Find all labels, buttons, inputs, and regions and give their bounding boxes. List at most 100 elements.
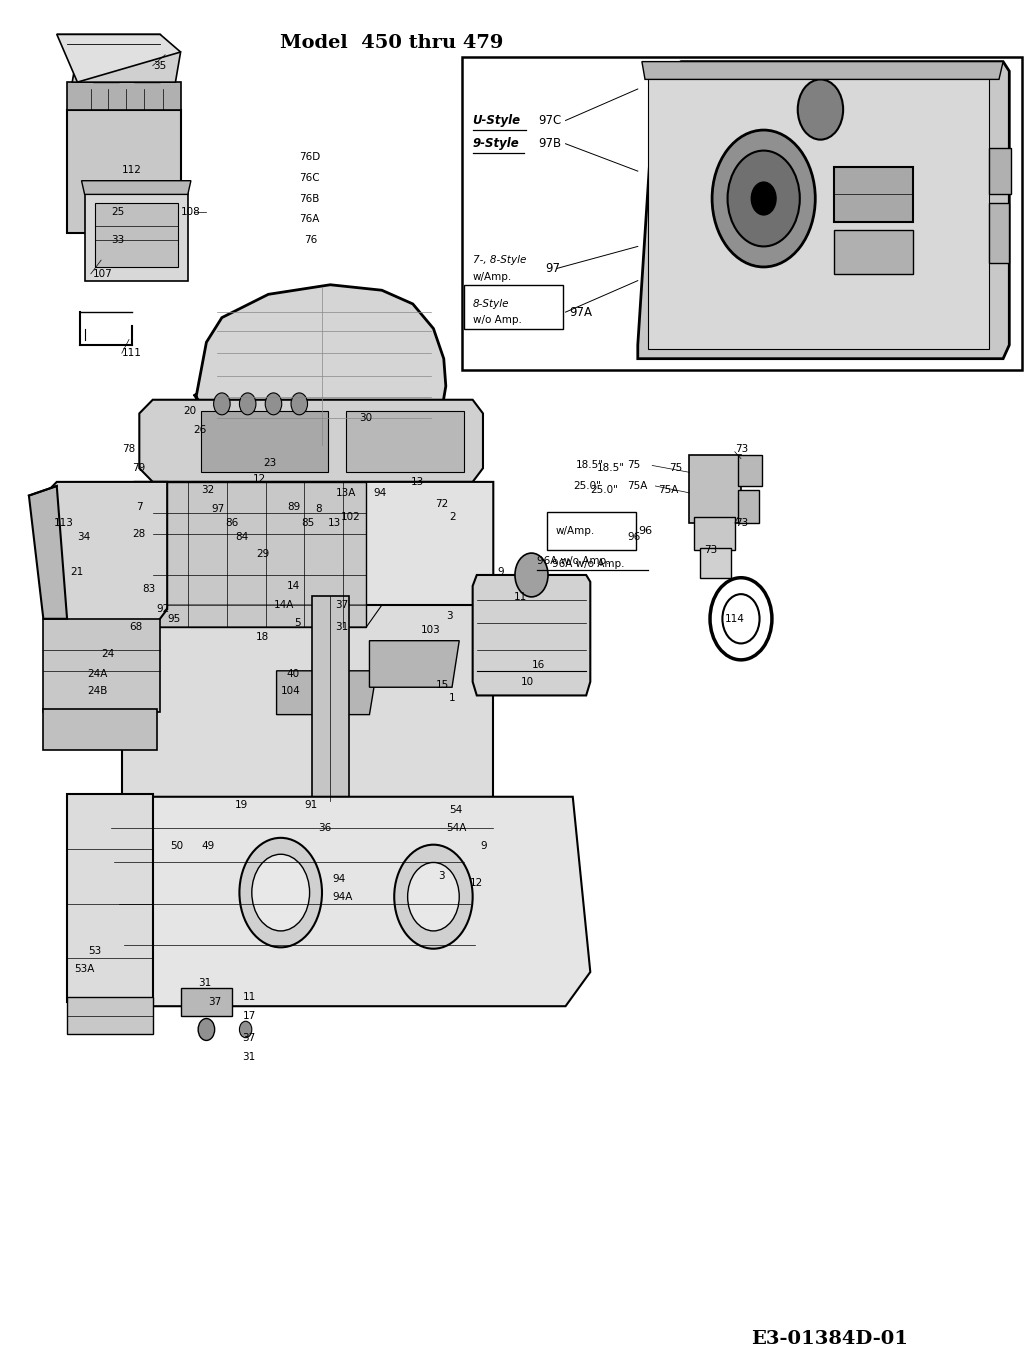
Circle shape — [798, 79, 843, 140]
Polygon shape — [95, 203, 178, 267]
Polygon shape — [60, 509, 93, 531]
Text: 78: 78 — [122, 444, 135, 455]
Circle shape — [239, 393, 256, 415]
Text: 32: 32 — [201, 485, 215, 496]
Text: 53: 53 — [88, 946, 101, 957]
Polygon shape — [72, 52, 181, 82]
Text: 76: 76 — [304, 234, 318, 245]
Polygon shape — [989, 148, 1011, 194]
Text: 76C: 76C — [299, 172, 320, 183]
Text: 25.0": 25.0" — [590, 485, 618, 496]
Text: 37: 37 — [335, 600, 349, 611]
Text: 24: 24 — [101, 649, 115, 660]
Circle shape — [408, 862, 459, 931]
Text: 18: 18 — [256, 631, 269, 642]
Polygon shape — [700, 548, 731, 578]
Polygon shape — [201, 411, 328, 472]
Polygon shape — [473, 575, 590, 695]
Text: 75: 75 — [669, 463, 682, 474]
Text: 13A: 13A — [335, 487, 356, 498]
Circle shape — [394, 845, 473, 949]
Text: 84: 84 — [235, 531, 249, 542]
Text: w/Amp.: w/Amp. — [555, 526, 594, 537]
Text: 75A: 75A — [658, 485, 679, 496]
Text: 31: 31 — [243, 1051, 256, 1062]
Text: U-Style: U-Style — [473, 114, 521, 127]
Polygon shape — [67, 110, 181, 233]
Circle shape — [239, 838, 322, 947]
Circle shape — [291, 393, 308, 415]
Text: 3: 3 — [446, 611, 452, 622]
Polygon shape — [694, 517, 735, 550]
Text: 14A: 14A — [273, 600, 294, 611]
Text: 5: 5 — [294, 617, 300, 628]
Text: 13: 13 — [411, 476, 424, 487]
Text: 7-, 8-Style: 7-, 8-Style — [473, 255, 526, 266]
Text: 31: 31 — [335, 622, 349, 632]
Polygon shape — [277, 671, 377, 715]
Polygon shape — [689, 455, 741, 523]
Text: 96A w/o Amp.: 96A w/o Amp. — [537, 556, 609, 567]
Polygon shape — [122, 482, 493, 605]
Polygon shape — [85, 192, 188, 281]
Circle shape — [728, 151, 800, 246]
Text: 1: 1 — [449, 693, 455, 704]
Text: 9: 9 — [480, 841, 486, 852]
Text: 30: 30 — [359, 412, 373, 423]
Text: 24B: 24B — [88, 686, 108, 697]
Polygon shape — [43, 482, 167, 623]
Text: 26: 26 — [193, 424, 206, 435]
Text: 96: 96 — [638, 526, 652, 537]
Text: 96: 96 — [627, 531, 641, 542]
Polygon shape — [43, 709, 157, 750]
Text: 14: 14 — [287, 580, 300, 591]
Text: 8: 8 — [315, 504, 321, 515]
Polygon shape — [989, 203, 1009, 263]
Polygon shape — [93, 66, 119, 82]
Text: 86: 86 — [225, 517, 238, 528]
FancyBboxPatch shape — [547, 512, 636, 550]
Text: 11: 11 — [243, 991, 256, 1002]
Text: 50: 50 — [170, 841, 184, 852]
Text: 102: 102 — [341, 512, 360, 523]
Text: 113: 113 — [54, 517, 73, 528]
Text: 9: 9 — [497, 567, 504, 578]
Polygon shape — [738, 490, 759, 523]
Text: 79: 79 — [132, 463, 146, 474]
Text: w/Amp.: w/Amp. — [473, 271, 512, 282]
Text: 23: 23 — [263, 457, 277, 468]
Text: 85: 85 — [301, 517, 315, 528]
Text: 83: 83 — [142, 583, 156, 594]
FancyBboxPatch shape — [464, 285, 563, 329]
Text: 68: 68 — [129, 622, 142, 632]
Text: 7: 7 — [136, 501, 142, 512]
Text: 97A: 97A — [570, 305, 592, 319]
Text: 25: 25 — [111, 207, 125, 218]
Text: 21: 21 — [70, 567, 84, 578]
Text: 49: 49 — [201, 841, 215, 852]
Circle shape — [722, 594, 760, 643]
Text: 73: 73 — [704, 545, 717, 556]
Text: 17: 17 — [243, 1010, 256, 1021]
Text: 20: 20 — [184, 405, 197, 416]
Text: 8-Style: 8-Style — [473, 298, 509, 309]
Polygon shape — [738, 455, 762, 486]
Text: 9-Style: 9-Style — [473, 137, 519, 151]
Polygon shape — [67, 794, 153, 1002]
Text: 111: 111 — [122, 348, 141, 359]
Text: 25.0": 25.0" — [573, 481, 601, 491]
Text: 13: 13 — [328, 517, 342, 528]
Polygon shape — [82, 181, 191, 194]
Text: 3: 3 — [439, 871, 445, 882]
Polygon shape — [638, 62, 1009, 359]
Text: 19: 19 — [235, 799, 249, 810]
Text: 73: 73 — [735, 517, 748, 528]
Text: 24A: 24A — [88, 668, 108, 679]
Text: 96A w/o Amp.: 96A w/o Amp. — [552, 559, 624, 570]
Text: 76D: 76D — [299, 152, 321, 163]
Text: 10: 10 — [521, 676, 535, 687]
Text: 75: 75 — [627, 460, 641, 471]
Text: 76A: 76A — [299, 214, 320, 225]
Text: 11: 11 — [514, 591, 527, 602]
Text: 94: 94 — [374, 487, 387, 498]
